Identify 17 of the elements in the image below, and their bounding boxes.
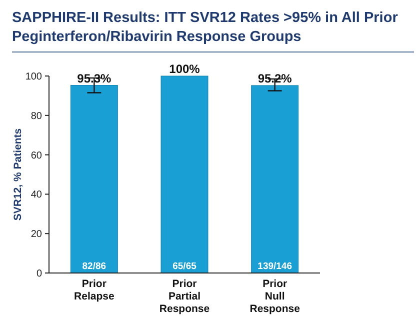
data-label: 95.2% [258,71,292,86]
x-tick-label: Prior Null Response [250,278,300,315]
y-tick-label: 20 [30,229,42,240]
y-tick-label: 80 [30,110,42,122]
annotation: 82/86 [82,261,106,272]
y-tick-label: 0 [36,268,42,280]
x-tick-label: Prior Relapse [74,278,114,302]
x-tick-label: Prior Partial Response [159,278,210,315]
annotation: 65/65 [172,261,198,272]
y-tick-label: 60 [30,150,42,162]
y-tick-label: 100 [25,72,42,82]
y-tick-label: 40 [30,190,42,201]
data-label: 100% [169,62,200,76]
data-label: 95.3% [77,71,112,86]
chart-title: SAPPHIRE-II Results: ITT SVR12 Rates >95% in All Prior Peginterferon/Ribavirin Response Groups [12,10,398,45]
y-axis-title: SVR12, % Patients [12,128,24,221]
annotation: 139/146 [258,261,292,272]
